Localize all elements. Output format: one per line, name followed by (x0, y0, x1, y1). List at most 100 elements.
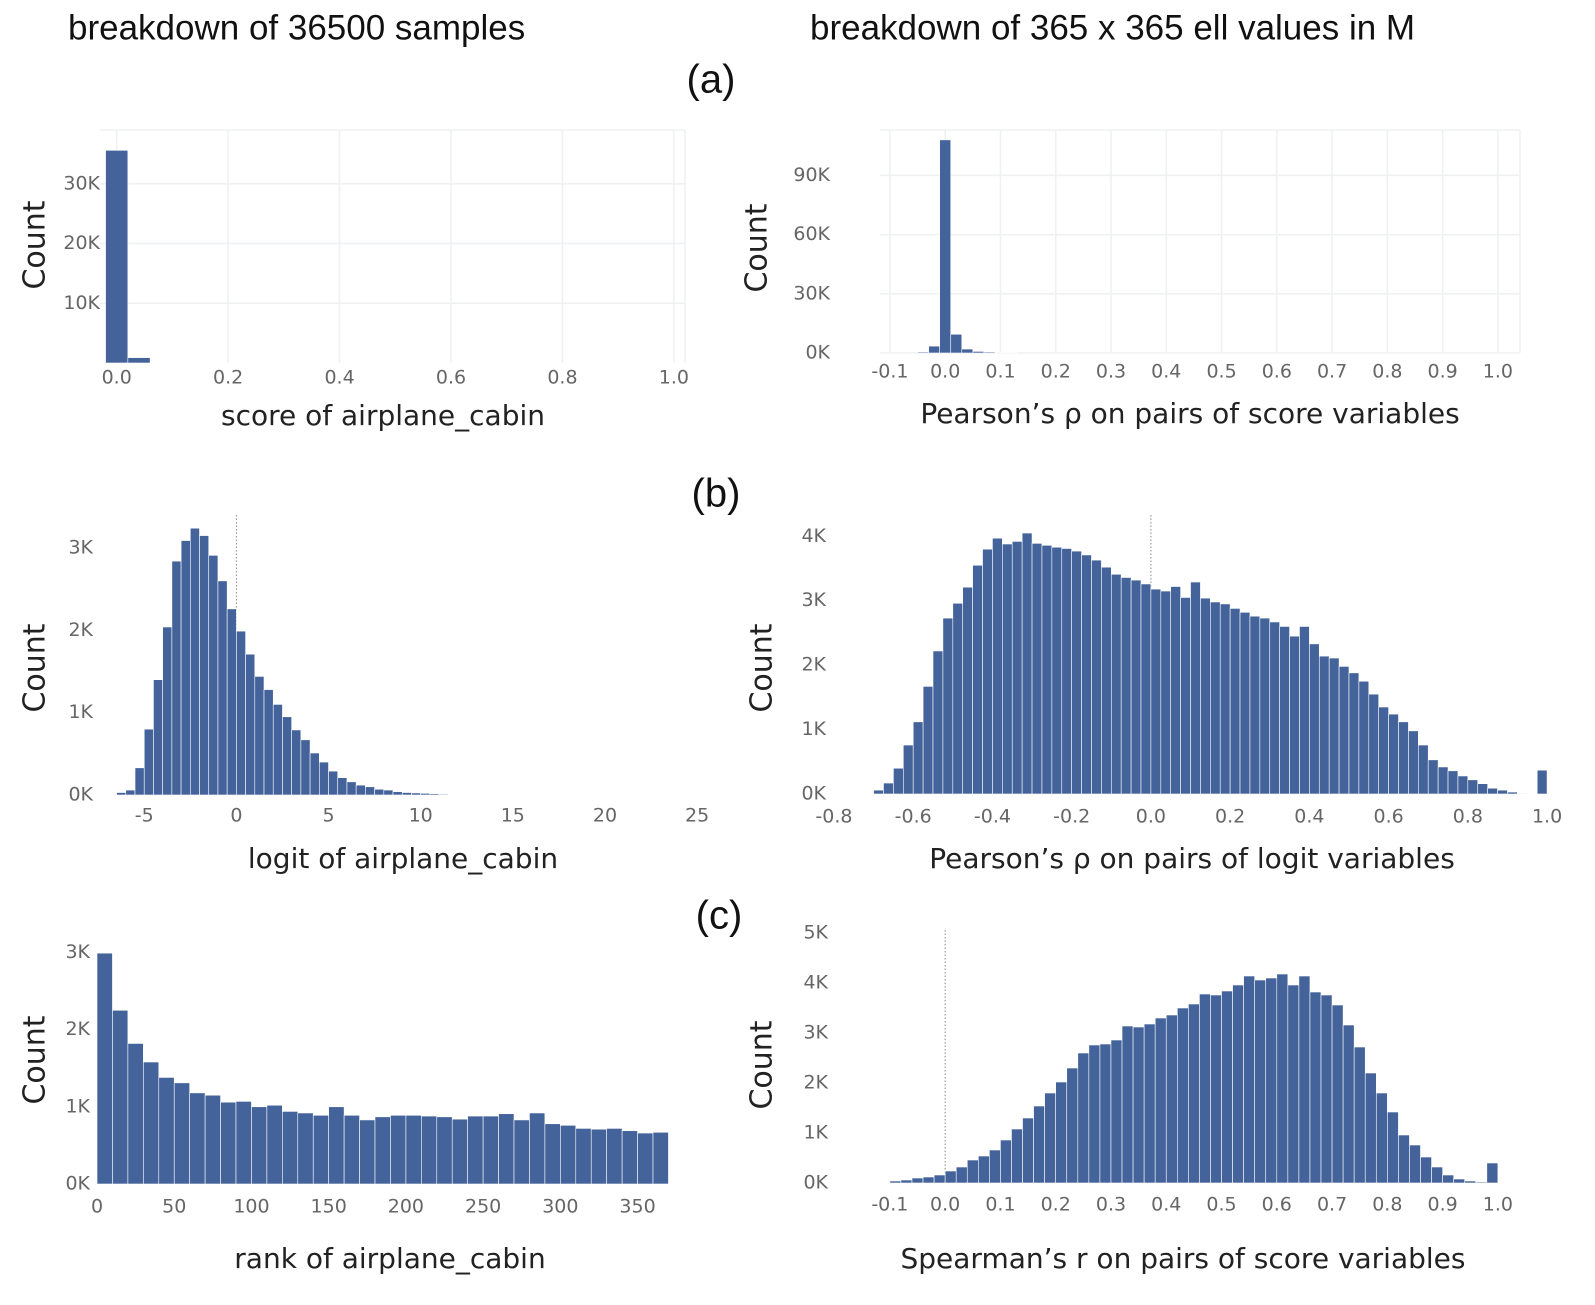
bar (1320, 994, 1333, 1184)
bar (1071, 550, 1082, 795)
bar (1055, 1081, 1068, 1184)
y-axis-label: Count (18, 1015, 53, 1104)
bar (1120, 577, 1132, 795)
bar (1375, 1092, 1388, 1184)
bar (983, 351, 996, 354)
y-axis-label: Count (18, 200, 53, 289)
bar (889, 1180, 902, 1184)
x-tick-label: -0.2 (1053, 806, 1090, 828)
bar (1464, 1180, 1477, 1184)
x-tick-label: 1.0 (659, 367, 689, 389)
y-axis-label: Count (745, 623, 780, 712)
bar (1497, 789, 1508, 795)
x-tick-label: 0.0 (1136, 806, 1166, 828)
x-tick-label: 0.3 (1096, 361, 1126, 383)
bar (1210, 994, 1222, 1184)
bar (282, 716, 292, 796)
y-tick-label: 0K (803, 1172, 828, 1194)
x-tick-label: -0.4 (974, 806, 1011, 828)
bar (911, 1177, 924, 1184)
y-tick-label: 0K (801, 783, 826, 805)
x-tick-label: 0.4 (1294, 806, 1324, 828)
bar (1044, 1092, 1056, 1184)
bar (438, 793, 449, 796)
bar (143, 1061, 160, 1185)
x-tick-label: 0.6 (1262, 1194, 1292, 1216)
bar (1101, 566, 1112, 795)
bar (1130, 579, 1142, 795)
bar (1437, 766, 1449, 795)
bar (1447, 770, 1459, 795)
bar (590, 1128, 607, 1185)
x-tick-label: 0.6 (1373, 806, 1403, 828)
bar (105, 150, 129, 364)
bar (328, 1106, 345, 1185)
bar (961, 348, 974, 354)
x-tick-label: 0.2 (1041, 1194, 1071, 1216)
header-right: breakdown of 365 x 365 ell values in M (810, 8, 1415, 47)
bar (1287, 984, 1300, 1184)
bar (1353, 1046, 1366, 1184)
y-tick-label: 1K (68, 701, 93, 723)
bar (1348, 672, 1360, 795)
x-axis-label: Pearson’s ρ on pairs of logit variables (929, 842, 1455, 875)
x-tick-label: 1.0 (1532, 806, 1562, 828)
bar (621, 1130, 638, 1185)
bar (1387, 1111, 1399, 1184)
bar (1061, 548, 1072, 795)
bar (1239, 611, 1251, 795)
header-left: breakdown of 36500 samples (68, 8, 525, 47)
y-tick-label: 20K (63, 232, 100, 254)
bar (529, 1112, 546, 1185)
bar (217, 580, 228, 796)
y-tick-label: 1K (801, 718, 826, 740)
bar (873, 789, 884, 795)
x-tick-label: 0.6 (436, 367, 466, 389)
bar (939, 139, 952, 354)
bar (978, 1155, 990, 1184)
bar (189, 1092, 206, 1185)
bar (1299, 626, 1310, 795)
bar (420, 793, 431, 796)
bar (1160, 590, 1172, 795)
bar (309, 752, 320, 796)
y-tick-label: 60K (793, 223, 830, 245)
bar (1475, 1181, 1488, 1184)
bar (972, 564, 983, 795)
x-tick-label: 0.0 (102, 367, 132, 389)
bar (1099, 1043, 1112, 1184)
x-tick-label: 0.6 (1262, 361, 1292, 383)
bar (204, 1094, 221, 1185)
bar (436, 1116, 453, 1185)
bar (401, 792, 412, 796)
bar (513, 1119, 530, 1185)
bar (1364, 1072, 1377, 1184)
bar (390, 1114, 407, 1185)
bar (162, 626, 173, 796)
bar (1265, 977, 1278, 1184)
y-tick-label: 1K (803, 1122, 828, 1144)
bar (994, 352, 1007, 354)
bar (346, 781, 357, 796)
bar (1051, 546, 1063, 795)
x-tick-label: 0.2 (1041, 361, 1071, 383)
x-tick-label: 0.1 (985, 1194, 1015, 1216)
bar (127, 1043, 144, 1185)
bar (1358, 680, 1370, 795)
x-axis-label: score of airplane_cabin (221, 399, 545, 432)
x-tick-label: -5 (135, 805, 154, 827)
bar (173, 1082, 190, 1185)
bar (922, 1176, 935, 1184)
bar (1170, 586, 1181, 795)
bar (1249, 615, 1261, 795)
bar (1398, 721, 1409, 795)
bar (1176, 1007, 1189, 1184)
bar (989, 1149, 1001, 1184)
bar (560, 1125, 577, 1185)
bar (1000, 1139, 1012, 1184)
bar (1011, 1128, 1023, 1184)
bar (1408, 730, 1419, 795)
bar (637, 1132, 654, 1185)
bar (482, 1115, 499, 1185)
bar (1140, 583, 1152, 795)
